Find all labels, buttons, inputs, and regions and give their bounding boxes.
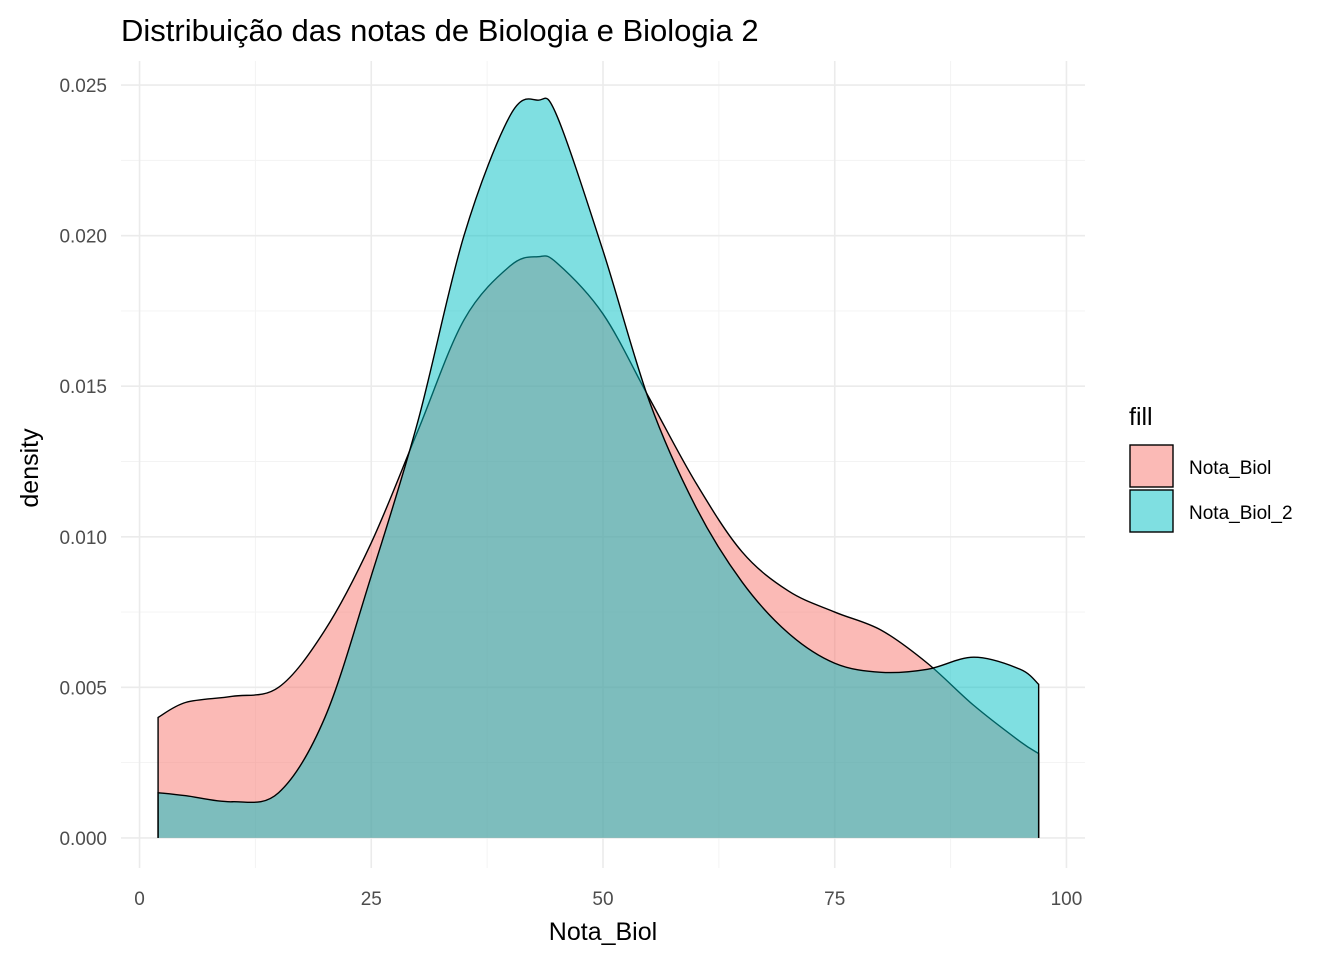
x-axis-ticks: 0 25 50 75 100 — [134, 889, 1082, 910]
legend-item: Nota_Biol_2 — [1129, 489, 1293, 533]
y-tick-label: 0.025 — [59, 76, 107, 97]
x-tick-label: 50 — [592, 889, 613, 910]
legend-label: Nota_Biol_2 — [1189, 503, 1293, 524]
x-tick-label: 25 — [361, 889, 382, 910]
y-tick-label: 0.020 — [59, 227, 107, 248]
x-tick-label: 0 — [134, 889, 145, 910]
density-line-nota-biol-2 — [157, 97, 1040, 838]
x-tick-label: 100 — [1051, 889, 1083, 910]
legend-label: Nota_Biol — [1189, 458, 1271, 479]
y-tick-label: 0.010 — [59, 528, 107, 549]
y-axis-title: density — [16, 428, 44, 508]
x-axis-title: Nota_Biol — [549, 918, 657, 946]
y-tick-label: 0.005 — [59, 678, 107, 699]
y-tick-label: 0.000 — [59, 829, 107, 850]
legend-item: Nota_Biol — [1129, 444, 1271, 488]
legend-key — [1129, 489, 1174, 533]
density-areas — [157, 97, 1040, 838]
legend-title: fill — [1129, 403, 1153, 431]
x-tick-label: 75 — [824, 889, 845, 910]
density-area-nota-biol-2 — [158, 98, 1039, 838]
legend: fill Nota_Biol Nota_Biol_2 — [1129, 403, 1293, 533]
chart-title: Distribuição das notas de Biologia e Bio… — [121, 13, 759, 48]
y-tick-label: 0.015 — [59, 377, 107, 398]
y-axis-ticks: 0.000 0.005 0.010 0.015 0.020 0.025 — [59, 76, 107, 850]
legend-key — [1129, 444, 1174, 488]
